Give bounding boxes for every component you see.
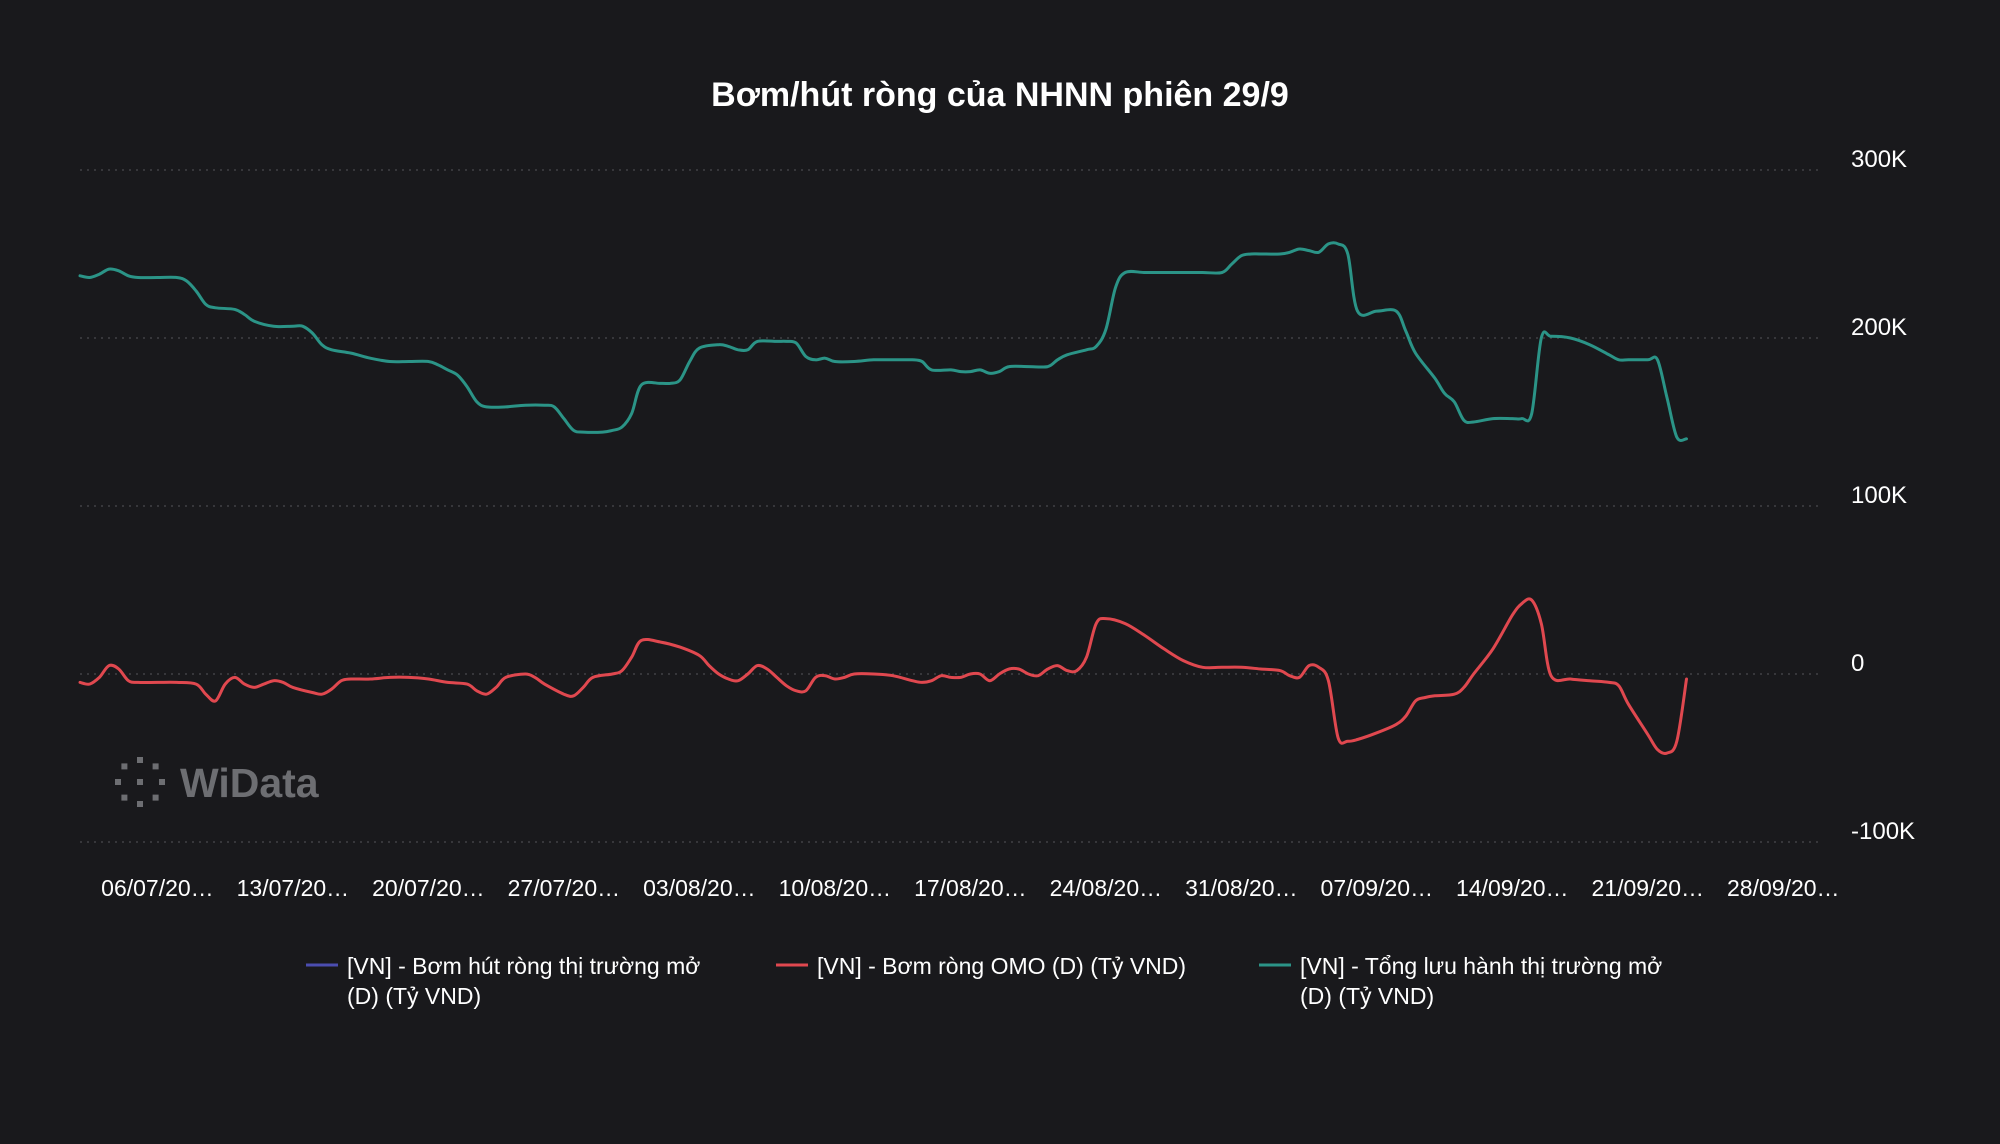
legend-label: [VN] - Tổng lưu hành thị trường mở [1300,953,1662,979]
x-tick-label: 14/09/20… [1456,875,1569,901]
logo-dot [121,794,128,801]
legend-label: (D) (Tỷ VND) [347,983,481,1009]
x-axis-ticks: 06/07/20… 13/07/20… 20/07/20… 27/07/20… 03/0… [101,875,1839,901]
x-tick-label: 21/09/20… [1592,875,1705,901]
x-tick-label: 13/07/20… [237,875,350,901]
x-tick-label: 24/08/20… [1050,875,1163,901]
logo-dot [152,763,159,770]
y-tick-label: -100K [1851,818,1915,845]
logo-dot [121,763,128,770]
watermark-text: WiData [180,760,320,806]
series-lines [78,241,1688,755]
logo-dot [137,801,143,807]
x-tick-label: 10/08/20… [779,875,892,901]
y-axis-ticks: 300K 200K 100K 0 -100K [1851,146,1915,845]
legend-label: [VN] - Bơm hút ròng thị trường mở [347,953,700,979]
legend-label: (D) (Tỷ VND) [1300,983,1434,1009]
logo-dot [159,779,165,785]
logo-dot [152,794,159,801]
legend-item-1[interactable]: [VN] - Bơm ròng OMO (D) (Tỷ VND) [776,953,1186,979]
y-tick-label: 0 [1851,650,1864,677]
x-tick-label: 28/09/20… [1727,875,1840,901]
series-line-2 [78,241,1688,442]
x-tick-label: 20/07/20… [372,875,485,901]
y-tick-label: 200K [1851,314,1907,341]
grid-lines [80,169,1822,843]
legend-item-0[interactable]: [VN] - Bơm hút ròng thị trường mở (D) (Tỷ… [306,953,700,1009]
logo-dot [115,779,121,785]
x-tick-label: 06/07/20… [101,875,214,901]
logo-dot [137,779,143,785]
x-tick-label: 31/08/20… [1185,875,1298,901]
y-tick-label: 100K [1851,482,1907,509]
x-tick-label: 27/07/20… [508,875,621,901]
x-tick-label: 03/08/20… [643,875,756,901]
x-tick-label: 07/09/20… [1321,875,1434,901]
y-tick-label: 300K [1851,146,1907,173]
watermark-logo-icon [115,757,165,807]
x-tick-label: 17/08/20… [914,875,1027,901]
legend-item-2[interactable]: [VN] - Tổng lưu hành thị trường mở (D) (… [1259,953,1662,1009]
chart-title: Bơm/hút ròng của NHNN phiên 29/9 [711,76,1289,114]
legend: [VN] - Bơm hút ròng thị trường mở (D) (Tỷ… [306,953,1662,1009]
series-line-1 [78,597,1688,755]
legend-label: [VN] - Bơm ròng OMO (D) (Tỷ VND) [817,953,1186,979]
watermark: WiData [115,757,320,807]
logo-dot [137,757,143,763]
